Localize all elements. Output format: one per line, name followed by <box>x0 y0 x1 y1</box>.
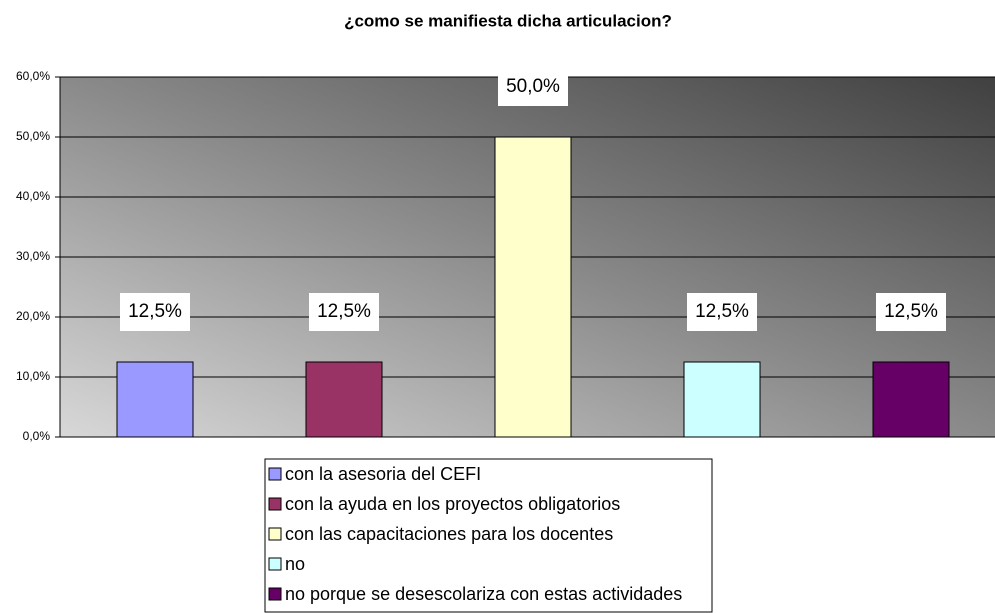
value-label: 12,5% <box>317 301 371 322</box>
bar <box>305 361 383 438</box>
bar <box>116 361 194 438</box>
legend-label: con la asesoria del CEFI <box>285 464 481 484</box>
legend-swatch <box>268 497 282 511</box>
value-label-box <box>120 293 190 331</box>
value-label-box <box>876 293 946 331</box>
y-tick-label: 60,0% <box>16 69 50 83</box>
legend-swatch <box>268 467 282 481</box>
value-label-box <box>687 293 757 331</box>
legend-label: no porque se desescolariza con estas act… <box>285 584 682 604</box>
legend-swatch <box>268 557 282 571</box>
y-tick-label: 0,0% <box>23 429 51 443</box>
bar <box>683 361 761 438</box>
value-label: 50,0% <box>506 76 560 97</box>
y-tick-label: 50,0% <box>16 129 50 143</box>
value-label: 12,5% <box>128 301 182 322</box>
legend-label: con la ayuda en los proyectos obligatori… <box>285 494 620 514</box>
y-tick-label: 20,0% <box>16 309 50 323</box>
legend <box>264 458 713 613</box>
value-label: 12,5% <box>884 301 938 322</box>
bar <box>872 361 950 438</box>
value-label-box <box>498 68 568 106</box>
legend-label: no <box>285 554 305 574</box>
chart-title: ¿como se manifiesta dicha articulacion? <box>344 11 672 30</box>
legend-label: con las capacitaciones para los docentes <box>285 524 613 544</box>
value-label-box <box>309 293 379 331</box>
bar <box>494 136 572 438</box>
y-tick-label: 30,0% <box>16 249 50 263</box>
y-tick-label: 40,0% <box>16 189 50 203</box>
legend-swatch <box>268 527 282 541</box>
legend-swatch <box>268 587 282 601</box>
value-label: 12,5% <box>695 301 749 322</box>
y-tick-label: 10,0% <box>16 369 50 383</box>
